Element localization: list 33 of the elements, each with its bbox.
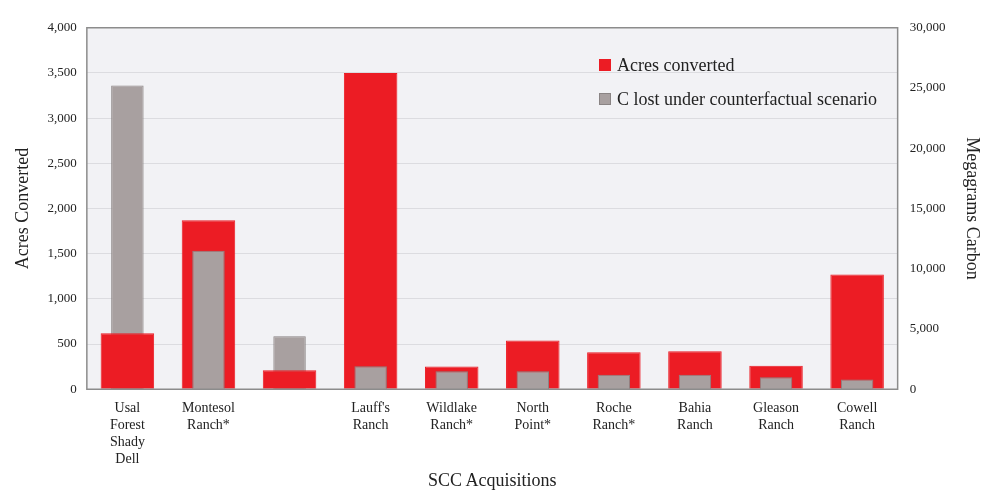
x-tick-label: Wildlake Ranch* — [426, 400, 478, 433]
bar — [830, 274, 884, 389]
y2-tick-label: 20,000 — [909, 139, 946, 155]
x-tick-label: Roche Ranch* — [592, 400, 636, 433]
x-tick-label: Cowell Ranch — [836, 400, 878, 433]
legend-label: Acres converted — [617, 54, 735, 77]
bar — [100, 333, 155, 389]
y-tick-label: 3,500 — [47, 64, 77, 80]
x-tick-label: Lauff's Ranch — [351, 400, 391, 433]
y-tick-label: 500 — [57, 335, 77, 351]
x-axis-title: SCC Acquisitions — [427, 469, 557, 490]
y-tick-label: 2,500 — [47, 154, 77, 170]
x-tick-label: Bahia Ranch — [677, 400, 713, 433]
x-tick-label: Gleason Ranch — [753, 400, 799, 433]
y2-tick-label: 25,000 — [909, 79, 946, 95]
x-tick-label: North Point* — [514, 400, 552, 433]
y2-tick-label: 15,000 — [909, 199, 946, 215]
y-tick-label: 1,000 — [47, 290, 77, 306]
bar — [343, 72, 398, 389]
legend-label: C lost under counterfactual scenario — [617, 88, 877, 111]
y-tick-label: 4,000 — [47, 19, 77, 35]
y-tick-label: 1,500 — [47, 245, 77, 261]
y-axis-title: Acres Converted — [11, 147, 32, 270]
y2-tick-label: 0 — [909, 380, 917, 396]
y2-axis-title: Megagrams Carbon — [963, 137, 984, 280]
y-tick-label: 0 — [70, 380, 77, 396]
x-tick-label: Usal Forest Shady Dell — [109, 400, 145, 466]
y-tick-label: 3,000 — [47, 109, 77, 125]
x-tick-label: Montesol Ranch* — [182, 400, 236, 433]
y-tick-label: 2,000 — [47, 199, 77, 215]
y2-tick-label: 30,000 — [909, 19, 946, 35]
y2-tick-label: 10,000 — [909, 260, 946, 276]
y2-tick-label: 5,000 — [909, 320, 939, 336]
